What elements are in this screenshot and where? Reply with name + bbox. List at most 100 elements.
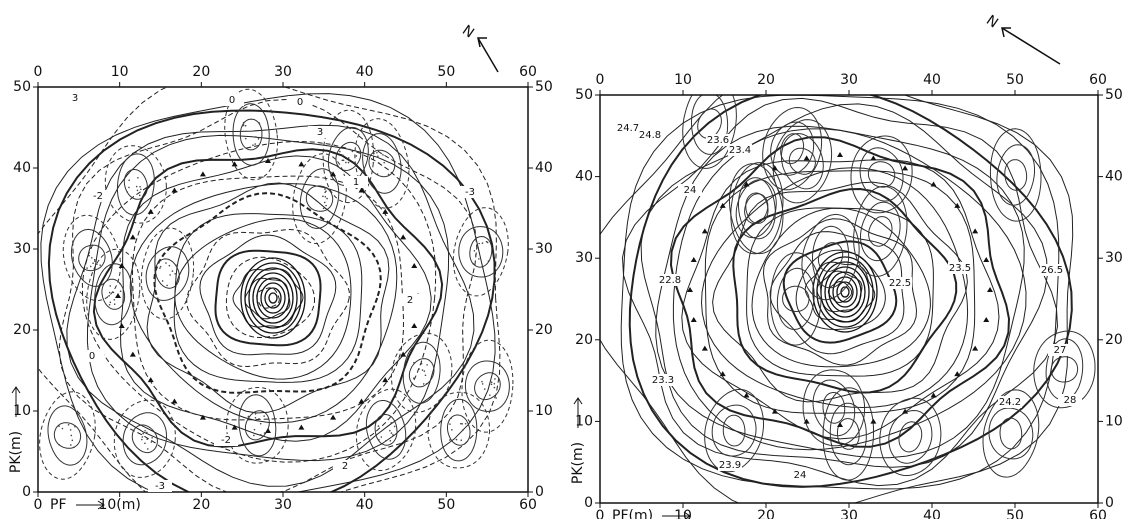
contour-line bbox=[869, 217, 892, 247]
contour-line bbox=[837, 282, 853, 302]
stipple bbox=[376, 152, 378, 154]
contour-label: 24 bbox=[794, 470, 807, 481]
contour-line bbox=[764, 219, 917, 365]
top-tick-label: 0 bbox=[596, 72, 605, 88]
right-tick-label: 10 bbox=[1105, 413, 1122, 429]
contour-label: 23.9 bbox=[719, 460, 741, 471]
hachure bbox=[870, 419, 876, 424]
bottom-tick-label: 0 bbox=[34, 497, 43, 513]
contour-line bbox=[673, 129, 1026, 450]
hachure bbox=[987, 287, 993, 292]
top-tick-label: 60 bbox=[519, 64, 537, 80]
stipple bbox=[151, 441, 153, 443]
contour-line bbox=[702, 168, 968, 408]
stipple bbox=[258, 418, 260, 420]
hachure bbox=[411, 323, 417, 328]
stipple bbox=[342, 154, 344, 156]
contour-label: 26.5 bbox=[1041, 265, 1063, 276]
left-tick-label: 20 bbox=[575, 332, 593, 348]
stipple bbox=[449, 423, 451, 425]
bottom-tick-label: 30 bbox=[274, 497, 292, 513]
stipple bbox=[465, 423, 467, 425]
contour-label: 23.5 bbox=[949, 263, 971, 274]
stipple bbox=[172, 270, 174, 272]
contour-line bbox=[269, 293, 277, 303]
bottom-tick-label: 40 bbox=[356, 497, 374, 513]
stipple bbox=[245, 138, 247, 140]
stipple bbox=[162, 280, 164, 282]
top-tick-label: 10 bbox=[674, 72, 692, 88]
hachure bbox=[691, 317, 697, 322]
stipple bbox=[381, 436, 383, 438]
stipple bbox=[450, 417, 452, 419]
contour-line bbox=[175, 219, 351, 380]
contour-line bbox=[470, 237, 492, 268]
stipple bbox=[486, 241, 488, 243]
contour-label: 3 bbox=[317, 127, 323, 138]
right-tick-label: 30 bbox=[535, 241, 553, 257]
contour-label: 0 bbox=[297, 97, 303, 108]
stipple bbox=[391, 432, 393, 434]
contour-label: 24.8 bbox=[639, 130, 661, 141]
stipple bbox=[73, 447, 75, 449]
stipple bbox=[348, 157, 350, 159]
x-axis-label: PF bbox=[50, 497, 67, 513]
stipple bbox=[426, 383, 428, 385]
north-label: N bbox=[459, 22, 477, 41]
stipple bbox=[141, 439, 143, 441]
stipple bbox=[356, 155, 358, 157]
contour-line bbox=[187, 230, 350, 367]
stipple bbox=[89, 247, 91, 249]
axis-arrow bbox=[76, 501, 104, 509]
hachure bbox=[330, 415, 336, 420]
contour-line bbox=[475, 373, 501, 400]
stipple bbox=[253, 435, 255, 437]
hachure bbox=[972, 228, 978, 233]
contour-label: -2 bbox=[93, 191, 103, 202]
hachure bbox=[148, 377, 154, 382]
contour-label: 22.5 bbox=[889, 278, 911, 289]
contour-line bbox=[453, 208, 508, 296]
left-tick-label: 0 bbox=[584, 495, 593, 511]
hachure bbox=[702, 228, 708, 233]
stipple bbox=[91, 257, 93, 259]
stipple bbox=[109, 292, 111, 294]
stipple bbox=[90, 266, 92, 268]
stipple bbox=[109, 285, 111, 287]
contour-line bbox=[102, 279, 125, 309]
stipple bbox=[68, 424, 70, 426]
stipple bbox=[378, 439, 380, 441]
stipple bbox=[175, 264, 177, 266]
stipple bbox=[413, 377, 415, 379]
contour-line bbox=[233, 104, 269, 165]
contour-line bbox=[441, 399, 477, 461]
stipple bbox=[339, 151, 341, 153]
left-tick-label: 20 bbox=[13, 322, 31, 338]
stipple bbox=[128, 180, 130, 182]
stipple bbox=[348, 162, 350, 164]
contour-line bbox=[240, 119, 262, 150]
contour-line bbox=[121, 156, 432, 441]
stipple bbox=[254, 429, 256, 431]
stipple bbox=[86, 267, 88, 269]
contour-label: 23.3 bbox=[652, 375, 674, 386]
contour-label: 2 bbox=[342, 461, 348, 472]
stipple bbox=[114, 299, 116, 301]
stipple bbox=[460, 439, 462, 441]
top-tick-label: 60 bbox=[1089, 72, 1107, 88]
stipple bbox=[477, 247, 479, 249]
contour-line bbox=[459, 227, 503, 277]
stipple bbox=[383, 162, 385, 164]
stipple bbox=[169, 274, 171, 276]
stipple bbox=[484, 388, 486, 390]
stipple bbox=[494, 387, 496, 389]
hachure bbox=[702, 346, 708, 351]
bottom-tick-label: 0 bbox=[596, 508, 605, 519]
stipple bbox=[263, 415, 265, 417]
stipple bbox=[128, 173, 130, 175]
stipple bbox=[348, 148, 350, 150]
stipple bbox=[110, 302, 112, 304]
stipple bbox=[96, 263, 98, 265]
stipple bbox=[245, 125, 247, 127]
right-tick-label: 20 bbox=[535, 322, 553, 338]
